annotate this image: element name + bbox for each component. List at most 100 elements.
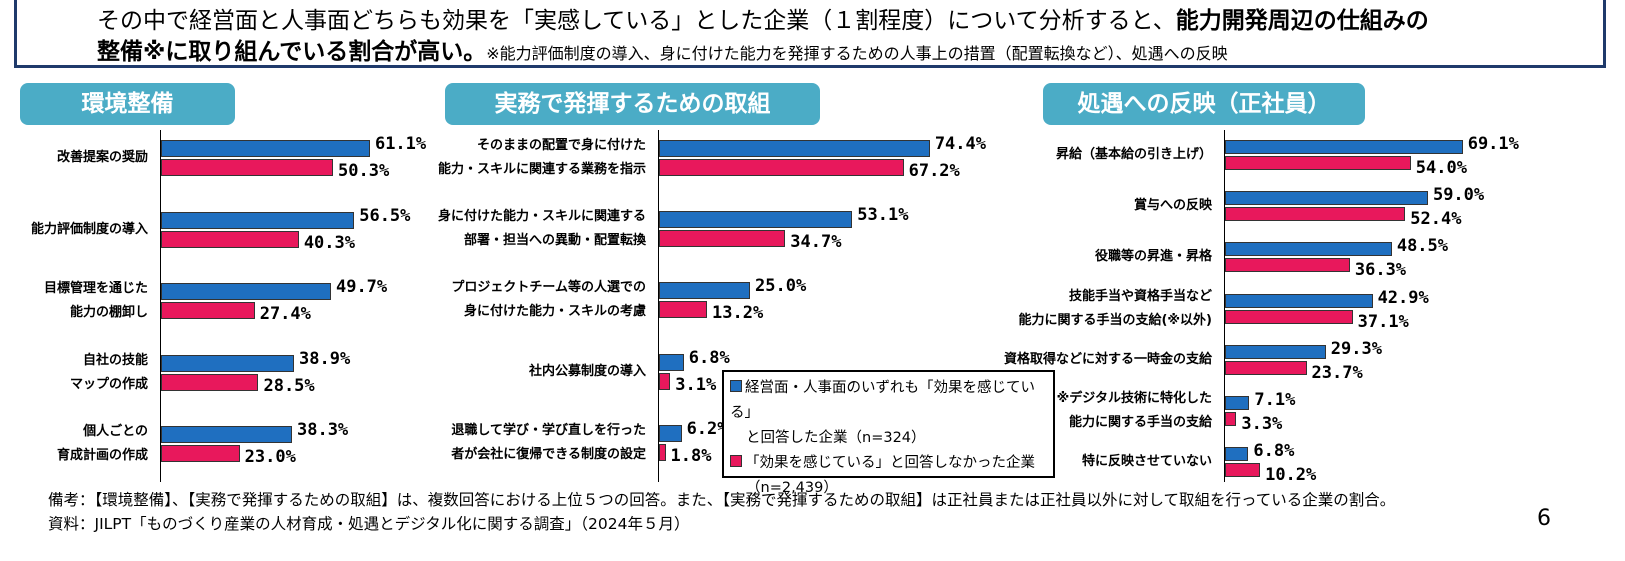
value-label: 23.7% xyxy=(1311,362,1363,383)
category-label: 特に反映させていない xyxy=(1081,454,1212,470)
value-label: 67.2% xyxy=(908,161,960,181)
headline-box: その中で経営面と人事面どちらも効果を「実感している」とした企業（１割程度）につい… xyxy=(14,0,1606,68)
headline-text: その中で経営面と人事面どちらも効果を「実感している」とした企業（１割程度）につい… xyxy=(97,8,1176,34)
category-label: ※デジタル技術に特化した 能力に関する手当の支給 xyxy=(1056,391,1212,430)
bar-blue xyxy=(659,282,750,300)
value-label: 42.9% xyxy=(1377,287,1429,308)
category-label: 退職して学び・学び直しを行った 者が会社に復帰できる制度の設定 xyxy=(451,422,646,462)
value-label: 59.0% xyxy=(1432,185,1485,206)
bar-pink xyxy=(659,301,708,319)
legend-label-1b: と回答した企業（n=324） xyxy=(746,430,926,446)
bar-blue xyxy=(161,354,295,372)
chart-title-2: 実務で発揮するための取組 xyxy=(445,83,820,125)
value-label: 28.5% xyxy=(263,375,315,396)
category-label: 資格取得などに対する一時金の支給 xyxy=(1003,351,1212,367)
value-label: 56.5% xyxy=(359,205,411,226)
value-label: 74.4% xyxy=(934,134,986,154)
category-label: 昇給（基本給の引き上げ） xyxy=(1055,147,1212,162)
value-label: 23.0% xyxy=(244,447,296,467)
bar-pink xyxy=(1225,412,1237,426)
bar-blue xyxy=(1225,242,1392,257)
bar-pink xyxy=(161,302,255,319)
footer-note: 備考：【環境整備】、【実務で発揮するための取組】は、複数回答における上位５つの回… xyxy=(48,491,1396,509)
bar-blue xyxy=(161,211,355,229)
bar-pink xyxy=(161,159,334,176)
value-label: 13.2% xyxy=(712,303,764,324)
category-label: 身に付けた能力・スキルに関連する 部署・担当への異動・配置転換 xyxy=(437,209,646,249)
bar-pink xyxy=(659,159,904,176)
value-label: 69.1% xyxy=(1467,134,1519,154)
bar-pink xyxy=(1225,207,1406,222)
value-label: 38.3% xyxy=(296,420,349,440)
bar-pink xyxy=(1225,258,1350,273)
legend-swatch-blue xyxy=(730,380,742,392)
category-label: 役職等の昇進・昇格 xyxy=(1094,249,1212,265)
value-label: 38.9% xyxy=(299,348,351,369)
value-label: 6.8% xyxy=(688,347,730,368)
legend-label-2b: （n=2,439） xyxy=(746,480,838,496)
value-label: 7.1% xyxy=(1254,390,1296,410)
value-label: 52.4% xyxy=(1410,209,1462,230)
bar-pink xyxy=(659,372,671,390)
chart-2-axis xyxy=(658,130,659,482)
value-label: 10.2% xyxy=(1265,465,1317,486)
legend-swatch-pink xyxy=(730,455,742,467)
headline-bold: 能力開発周辺の仕組みの xyxy=(1175,8,1429,34)
bar-pink xyxy=(1225,360,1307,375)
value-label: 29.3% xyxy=(1330,338,1382,359)
bar-blue xyxy=(161,283,331,300)
bar-pink xyxy=(161,230,299,248)
bar-pink xyxy=(659,443,666,461)
headline-bold-2: 整備※に取り組んでいる割合が高い。 xyxy=(97,39,487,65)
bar-blue xyxy=(659,353,684,371)
value-label: 37.1% xyxy=(1357,311,1409,332)
value-label: 3.3% xyxy=(1241,414,1283,434)
footer-source: 資料：JILPT「ものづくり産業の人材育成・処遇とデジタル化に関する調査」（20… xyxy=(48,515,690,533)
value-label: 6.8% xyxy=(1253,441,1295,462)
value-label: 27.4% xyxy=(259,304,311,324)
bar-pink xyxy=(1225,463,1261,478)
bar-blue xyxy=(161,426,292,443)
legend-label-1: 経営面・人事面のいずれも「効果を感じている」 xyxy=(730,380,1035,421)
value-label: 54.0% xyxy=(1415,158,1467,178)
value-label: 36.3% xyxy=(1354,260,1407,281)
category-label: 自社の技能 マップの作成 xyxy=(69,352,148,392)
value-label: 34.7% xyxy=(790,232,842,253)
bar-blue xyxy=(1225,140,1463,154)
bar-blue xyxy=(1225,191,1428,206)
chart-title-3: 処遇への反映（正社員） xyxy=(1043,83,1365,125)
category-label: 能力評価制度の導入 xyxy=(30,221,148,237)
value-label: 1.8% xyxy=(670,445,712,466)
legend: 経営面・人事面のいずれも「効果を感じている」 と回答した企業（n=324） 「効… xyxy=(722,370,1055,496)
value-label: 48.5% xyxy=(1396,236,1449,257)
value-label: 53.1% xyxy=(857,205,909,226)
page-number: 6 xyxy=(1537,506,1551,531)
value-label: 50.3% xyxy=(338,161,390,181)
bar-pink xyxy=(659,230,786,248)
bar-pink xyxy=(1225,309,1353,324)
value-label: 6.2% xyxy=(686,418,728,439)
category-label: 目標管理を通じた 能力の棚卸し xyxy=(43,281,148,320)
value-label: 61.1% xyxy=(374,134,427,154)
chart-3-axis xyxy=(1224,130,1225,482)
bar-pink xyxy=(1225,156,1411,170)
headline-note: ※能力評価制度の導入、身に付けた能力を発揮するための人事上の措置（配置転換など）… xyxy=(486,44,1228,63)
chart-title-1: 環境整備 xyxy=(20,83,235,125)
bar-pink xyxy=(161,373,259,391)
value-label: 3.1% xyxy=(675,374,717,395)
category-label: 社内公募制度の導入 xyxy=(528,363,646,379)
category-label: 改善提案の奨励 xyxy=(56,150,148,165)
bar-blue xyxy=(1225,447,1249,462)
category-label: 賞与への反映 xyxy=(1133,198,1212,214)
bar-blue xyxy=(1225,344,1326,359)
category-label: プロジェクトチーム等の人選での 身に付けた能力・スキルの考慮 xyxy=(451,280,646,320)
bar-blue xyxy=(659,424,682,442)
bar-blue xyxy=(659,140,930,157)
bar-blue xyxy=(161,140,370,157)
category-label: そのままの配置で身に付けた 能力・スキルに関連する業務を指示 xyxy=(437,138,646,177)
category-label: 技能手当や資格手当など 能力に関する手当の支給(※以外) xyxy=(1018,288,1212,328)
chart-1-axis xyxy=(160,130,161,482)
bar-blue xyxy=(1225,396,1250,410)
value-label: 49.7% xyxy=(335,277,388,297)
bar-blue xyxy=(659,211,853,229)
